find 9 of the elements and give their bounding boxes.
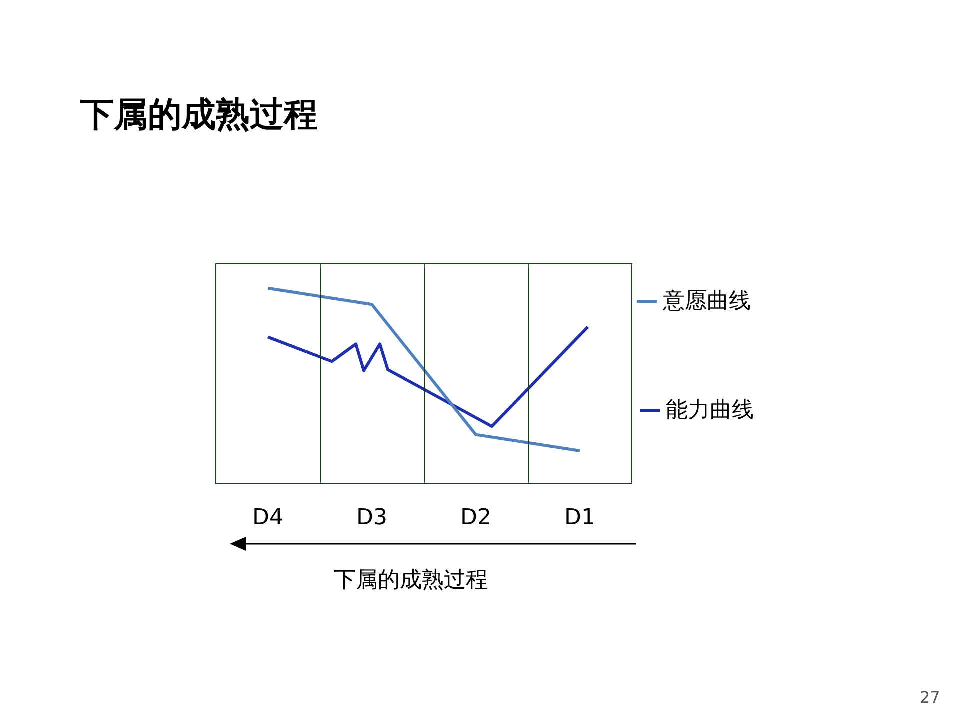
text: 下属的成熟过程 [334,567,488,595]
legend-label: 能力曲线 [666,397,754,425]
legend-label: 意愿曲线 [663,288,751,316]
x-tick-label: D1 [564,506,596,531]
chart-title: 下属的成熟过程 [80,94,318,137]
x-tick-label: D4 [252,506,284,531]
x-tick-label: D3 [356,506,388,531]
text: 27 [920,688,940,707]
x-tick-label: D2 [460,506,492,531]
